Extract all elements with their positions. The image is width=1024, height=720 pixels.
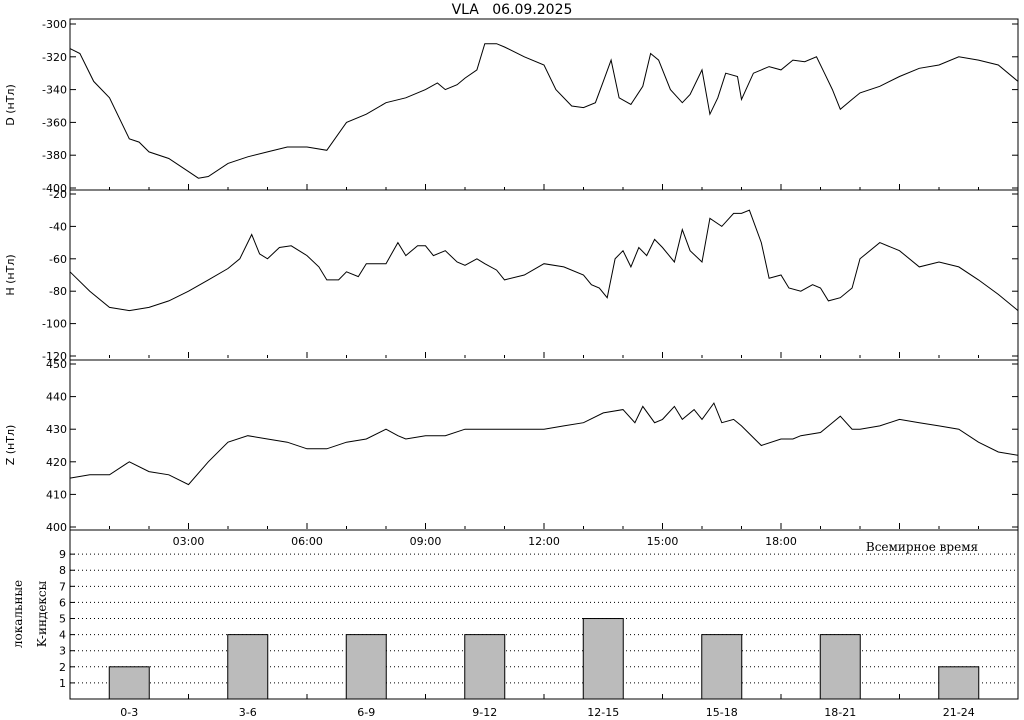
k-index-bar <box>345 634 387 700</box>
k-ytick-label: 1 <box>59 677 66 690</box>
d-ytick-label: -360 <box>42 116 67 129</box>
k-category-label: 21-24 <box>943 706 975 719</box>
time-axis: 03:00 06:00 09:00 12:00 15:00 18:00 <box>173 535 797 548</box>
z-ytick-label: 410 <box>46 488 67 501</box>
chart-date: 06.09.2025 <box>492 2 573 18</box>
h-panel: -20 -40 -60 -80 -100 -120 <box>42 188 1019 363</box>
k-index-bar <box>108 666 150 700</box>
k-ytick-label: 8 <box>59 564 66 577</box>
k-axis-label-top: локальные <box>11 580 25 648</box>
h-ytick-label: -40 <box>49 220 67 233</box>
time-tick-label: 03:00 <box>173 535 205 548</box>
time-tick-label: 15:00 <box>647 535 679 548</box>
k-ytick-label: 4 <box>59 629 66 642</box>
h-series-line <box>69 209 1019 312</box>
h-ytick-label: -60 <box>49 253 67 266</box>
k-index-bar <box>464 634 506 700</box>
k-index-bar <box>701 634 743 700</box>
k-category-label: 0-3 <box>120 706 138 719</box>
k-category-label: 12-15 <box>587 706 619 719</box>
k-category-label: 9-12 <box>472 706 497 719</box>
h-ytick-label: -120 <box>42 350 67 363</box>
z-ytick-label: 400 <box>46 521 67 534</box>
h-ytick-label: -80 <box>49 285 67 298</box>
d-axis-label: D (нТл) <box>4 84 17 126</box>
z-ytick-label: 440 <box>46 391 67 404</box>
z-series-line <box>69 402 1019 486</box>
k-ytick-label: 3 <box>59 645 66 658</box>
time-tick-label: 12:00 <box>528 535 560 548</box>
k-category-label: 18-21 <box>824 706 856 719</box>
k-index-bar <box>819 634 861 700</box>
k-ytick-label: 5 <box>59 613 66 626</box>
time-tick-label: 06:00 <box>291 535 323 548</box>
k-ytick-label: 9 <box>59 548 66 561</box>
k-index-panel: 1 2 3 4 5 6 7 8 9 0-3 3-6 6-9 9-12 12-15 15-18 18-21 21-… <box>59 548 1018 719</box>
time-tick-label: 09:00 <box>410 535 442 548</box>
k-axis-label: K-индексы <box>35 580 49 647</box>
z-ytick-label: 430 <box>46 423 67 436</box>
x-axis-label: Всемирное время <box>866 540 978 554</box>
z-axis-label: Z (нТл) <box>4 425 17 466</box>
d-ytick-label: -380 <box>42 149 67 162</box>
h-ytick-label: -100 <box>42 318 67 331</box>
k-index-bar <box>227 634 269 700</box>
station-code: VLA <box>451 2 479 18</box>
h-ytick-label: -20 <box>49 188 67 201</box>
k-category-label: 3-6 <box>239 706 257 719</box>
z-ytick-label: 420 <box>46 456 67 469</box>
k-index-bar <box>938 666 980 700</box>
chart-title: VLA 06.09.2025 <box>0 2 1024 18</box>
k-ytick-label: 7 <box>59 580 66 593</box>
k-index-bar <box>582 618 624 700</box>
z-panel: 400 410 420 430 440 450 <box>46 358 1019 534</box>
d-ytick-label: -300 <box>42 18 67 31</box>
d-series-line <box>69 43 1019 179</box>
time-tick-label: 18:00 <box>765 535 797 548</box>
z-ytick-label: 450 <box>46 358 67 371</box>
d-ytick-label: -320 <box>42 51 67 64</box>
k-category-label: 6-9 <box>357 706 375 719</box>
plot-frame <box>69 18 1019 700</box>
k-ytick-label: 6 <box>59 596 66 609</box>
k-category-label: 15-18 <box>706 706 738 719</box>
d-panel: -300 -320 -340 -360 -380 -400 <box>42 18 1019 195</box>
d-ytick-label: -400 <box>42 182 67 195</box>
h-axis-label: H (нТл) <box>4 254 17 295</box>
k-ytick-label: 2 <box>59 661 66 674</box>
d-ytick-label: -340 <box>42 84 67 97</box>
